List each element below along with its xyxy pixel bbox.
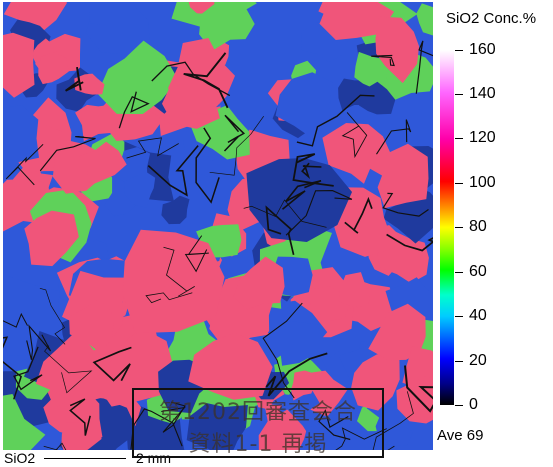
colorbar-title: SiO2 Conc.% (446, 10, 537, 27)
colorbar-tick (455, 50, 463, 51)
average-value: Ave 69 (437, 427, 484, 444)
review-meeting-stamp: 第1202回審査会合 資料1-1 再掲 (132, 388, 384, 458)
colorbar-tick-label: 160 (469, 41, 496, 58)
colorbar-tick-label: 120 (469, 129, 496, 146)
colorbar-tick-label: 40 (469, 307, 487, 324)
scale-length-label: 2 mm (136, 450, 171, 466)
scale-bar (44, 458, 126, 459)
colorbar-tick-label: 60 (469, 263, 487, 280)
colorbar-tick (455, 272, 463, 273)
colorbar-tick (455, 316, 463, 317)
colorbar (440, 50, 454, 405)
colorbar-tick (455, 138, 463, 139)
colorbar-tick-label: 0 (469, 396, 478, 413)
colorbar-tick (455, 227, 463, 228)
colorbar-tick-label: 140 (469, 85, 496, 102)
colorbar-tick (455, 405, 463, 406)
scale-element-label: SiO2 (4, 450, 36, 466)
stamp-subtitle: 資料1-1 再掲 (188, 432, 328, 457)
sio2-concentration-map (3, 2, 433, 450)
colorbar-tick-label: 100 (469, 174, 496, 191)
colorbar-tick (455, 361, 463, 362)
colorbar-tick (455, 183, 463, 184)
element-map-image (3, 2, 433, 450)
colorbar-tick-label: 20 (469, 352, 487, 369)
colorbar-tick (455, 94, 463, 95)
colorbar-tick-label: 80 (469, 218, 487, 235)
stamp-title: 第1202回審査会合 (159, 400, 357, 425)
